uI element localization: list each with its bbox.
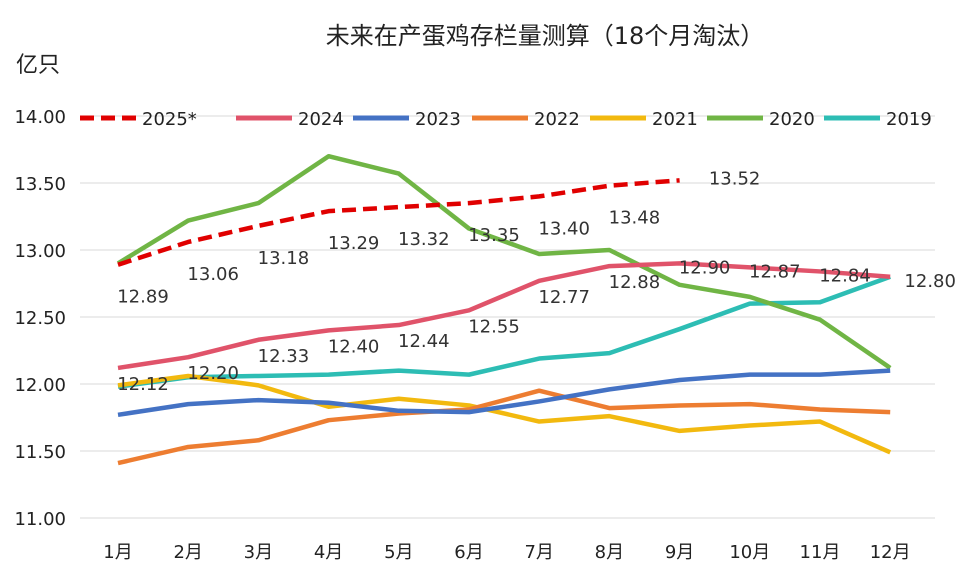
data-label-2025: 12.89 (117, 287, 169, 308)
data-label-2024: 12.55 (468, 316, 520, 337)
data-label-2024: 12.80 (904, 271, 956, 292)
y-tick-label: 14.00 (14, 107, 66, 128)
y-tick-label: 12.00 (14, 375, 66, 396)
data-label-2025: 13.48 (609, 208, 661, 229)
x-tick-label: 11月 (800, 542, 841, 563)
series-line-2023 (117, 368, 891, 418)
series-line-2024 (117, 261, 891, 371)
x-tick-label: 7月 (524, 542, 553, 563)
data-label-2025: 13.32 (398, 229, 450, 250)
legend-label: 2025* (142, 109, 197, 130)
data-label-2025: 13.18 (258, 248, 310, 269)
legend-label: 2019 (886, 109, 932, 130)
x-tick-label: 1月 (103, 542, 132, 563)
data-label-2024: 12.33 (258, 346, 310, 367)
x-tick-label: 4月 (314, 542, 343, 563)
x-tick-label: 3月 (244, 542, 273, 563)
data-label-2025: 13.06 (187, 264, 239, 285)
y-tick-label: 13.00 (14, 241, 66, 262)
x-tick-label: 6月 (454, 542, 483, 563)
legend-label: 2023 (415, 109, 461, 130)
data-label-2024: 12.12 (117, 374, 169, 395)
x-tick-label: 5月 (384, 542, 413, 563)
data-label-2025: 13.29 (328, 233, 380, 254)
chart-title: 未来在产蛋鸡存栏量测算（18个月淘汰） (326, 22, 765, 50)
data-label-2025: 13.40 (538, 218, 590, 239)
y-tick-label: 12.50 (14, 308, 66, 329)
series-line-2025* (117, 178, 680, 267)
series-line-2022 (117, 388, 891, 466)
series-line-2021 (117, 373, 892, 455)
data-label-2024: 12.40 (328, 336, 380, 357)
legend-label: 2024 (298, 109, 344, 130)
data-label-2024: 12.90 (679, 257, 731, 278)
data-label-2025: 13.52 (709, 168, 761, 189)
data-label-2024: 12.84 (819, 265, 871, 286)
legend-label: 2022 (534, 109, 580, 130)
legend-label: 2021 (652, 109, 698, 130)
x-tick-label: 12月 (870, 542, 911, 563)
series-line-2019 (117, 274, 891, 389)
data-label-2025: 13.35 (468, 225, 520, 246)
x-tick-label: 10月 (729, 542, 770, 563)
y-axis-label: 亿只 (16, 53, 60, 78)
x-tick-label: 2月 (173, 542, 202, 563)
y-tick-label: 11.00 (14, 509, 66, 530)
y-tick-label: 11.50 (14, 442, 66, 463)
x-tick-label: 9月 (665, 542, 694, 563)
data-label-2024: 12.20 (187, 363, 239, 384)
data-label-2024: 12.77 (538, 287, 590, 308)
series-line-2020 (116, 153, 892, 370)
legend-label: 2020 (769, 109, 815, 130)
y-tick-label: 13.50 (14, 174, 66, 195)
data-label-2024: 12.87 (749, 261, 801, 282)
data-label-2024: 12.88 (609, 272, 661, 293)
x-tick-label: 8月 (595, 542, 624, 563)
data-label-2024: 12.44 (398, 331, 450, 352)
